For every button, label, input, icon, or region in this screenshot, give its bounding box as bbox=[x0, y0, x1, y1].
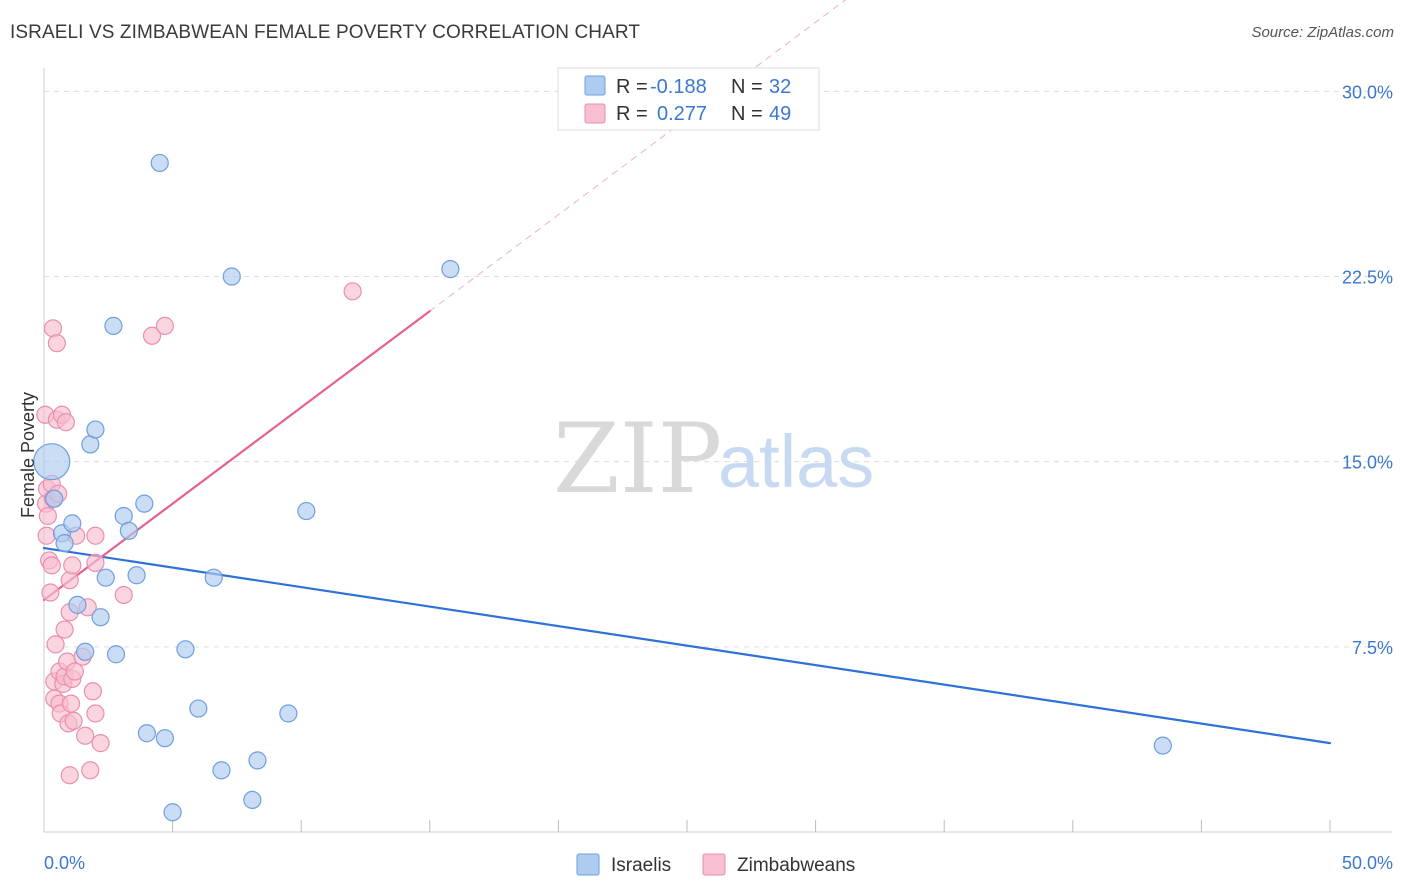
point-zimbabweans bbox=[60, 766, 79, 785]
point-zimbabweans bbox=[343, 282, 362, 301]
point-zimbabweans bbox=[60, 571, 79, 590]
stats-n-label-israelis: N = bbox=[731, 76, 763, 98]
point-zimbabweans bbox=[65, 662, 84, 681]
point-zimbabweans bbox=[55, 620, 74, 639]
legend-label-israelis: Israelis bbox=[611, 855, 671, 876]
legend-swatch-israelis bbox=[576, 853, 600, 876]
stats-n-label-zimbabweans: N = bbox=[731, 103, 763, 125]
y-tick-label: 15.0% bbox=[1342, 453, 1393, 473]
point-zimbabweans bbox=[46, 635, 65, 654]
point-israelis bbox=[76, 642, 95, 661]
point-zimbabweans bbox=[37, 526, 56, 545]
x-tick-label: 50.0% bbox=[1342, 853, 1393, 873]
point-israelis bbox=[91, 608, 110, 627]
watermark: ZIP atlas bbox=[553, 403, 874, 515]
point-zimbabweans bbox=[83, 682, 102, 701]
point-israelis bbox=[127, 566, 146, 585]
point-israelis bbox=[297, 501, 316, 521]
bottom-legend: Israelis Zimbabweans bbox=[576, 853, 855, 876]
point-israelis bbox=[119, 521, 138, 540]
point-israelis bbox=[106, 645, 126, 664]
trend-lines bbox=[42, 0, 1332, 745]
point-zimbabweans bbox=[114, 585, 133, 605]
point-israelis bbox=[1153, 736, 1172, 755]
stats-legend-swatch-israelis bbox=[584, 75, 606, 96]
trend-line-zimbabweans bbox=[429, 0, 847, 312]
trend-line-zimbabweans bbox=[42, 309, 431, 602]
watermark-zip: ZIP bbox=[553, 403, 722, 515]
point-zimbabweans bbox=[155, 316, 174, 335]
trend-line-israelis bbox=[42, 546, 1332, 745]
point-israelis bbox=[189, 699, 208, 718]
grid bbox=[44, 90, 1392, 648]
legend-swatch-zimbabweans bbox=[702, 853, 726, 876]
point-zimbabweans bbox=[64, 711, 83, 731]
point-zimbabweans bbox=[42, 556, 61, 575]
point-zimbabweans bbox=[91, 734, 110, 753]
point-zimbabweans bbox=[41, 583, 60, 602]
stats-legend: R = -0.188 N = 32 R = 0.277 N = 49 bbox=[557, 67, 820, 131]
point-zimbabweans bbox=[47, 334, 66, 353]
stats-r-label-israelis: R = bbox=[616, 76, 648, 98]
point-zimbabweans bbox=[38, 506, 57, 526]
stats-r-value-israelis: -0.188 bbox=[650, 76, 707, 98]
point-israelis bbox=[55, 534, 74, 553]
chart-title: ISRAELI VS ZIMBABWEAN FEMALE POVERTY COR… bbox=[10, 22, 641, 43]
point-zimbabweans bbox=[86, 526, 105, 545]
point-israelis bbox=[248, 751, 267, 770]
watermark-atlas: atlas bbox=[718, 420, 874, 503]
point-zimbabweans bbox=[61, 694, 81, 713]
chart-source: Source: ZipAtlas.com bbox=[1251, 24, 1394, 41]
point-zimbabweans bbox=[63, 556, 82, 575]
data-points bbox=[33, 153, 1172, 822]
point-israelis bbox=[204, 568, 223, 587]
point-israelis bbox=[135, 494, 154, 513]
point-israelis bbox=[33, 443, 71, 481]
point-israelis bbox=[86, 420, 105, 439]
point-israelis bbox=[104, 316, 123, 335]
point-israelis bbox=[279, 704, 298, 723]
point-zimbabweans bbox=[142, 326, 162, 345]
point-israelis bbox=[163, 803, 182, 822]
point-israelis bbox=[137, 724, 156, 743]
point-israelis bbox=[212, 761, 231, 780]
y-tick-label: 22.5% bbox=[1342, 268, 1393, 288]
point-zimbabweans bbox=[86, 553, 105, 572]
point-israelis bbox=[222, 267, 241, 286]
point-israelis bbox=[45, 489, 64, 508]
point-zimbabweans bbox=[56, 413, 75, 432]
point-israelis bbox=[243, 790, 262, 810]
y-tick-label: 7.5% bbox=[1352, 638, 1393, 658]
point-zimbabweans bbox=[76, 726, 95, 745]
point-israelis bbox=[96, 568, 115, 587]
point-israelis bbox=[155, 729, 174, 748]
tick-labels: 7.5% 15.0% 22.5% 30.0% 0.0% 50.0% bbox=[44, 82, 1393, 873]
point-israelis bbox=[441, 260, 460, 279]
x-tick-label: 0.0% bbox=[44, 853, 85, 873]
point-zimbabweans bbox=[86, 704, 105, 723]
point-israelis bbox=[68, 595, 87, 614]
stats-legend-swatch-zimbabweans bbox=[584, 103, 606, 124]
point-israelis bbox=[150, 153, 169, 173]
legend-label-zimbabweans: Zimbabweans bbox=[737, 855, 855, 876]
point-israelis bbox=[176, 640, 195, 659]
stats-r-label-zimbabweans: R = bbox=[616, 103, 648, 125]
stats-n-value-israelis: 32 bbox=[769, 76, 791, 98]
point-zimbabweans bbox=[81, 761, 100, 780]
stats-r-value-zimbabweans: 0.277 bbox=[657, 103, 707, 125]
y-tick-label: 30.0% bbox=[1342, 82, 1393, 102]
point-israelis bbox=[63, 514, 82, 533]
y-axis-title: Female Poverty bbox=[18, 392, 38, 518]
point-zimbabweans bbox=[43, 319, 63, 338]
stats-n-value-zimbabweans: 49 bbox=[769, 103, 791, 125]
